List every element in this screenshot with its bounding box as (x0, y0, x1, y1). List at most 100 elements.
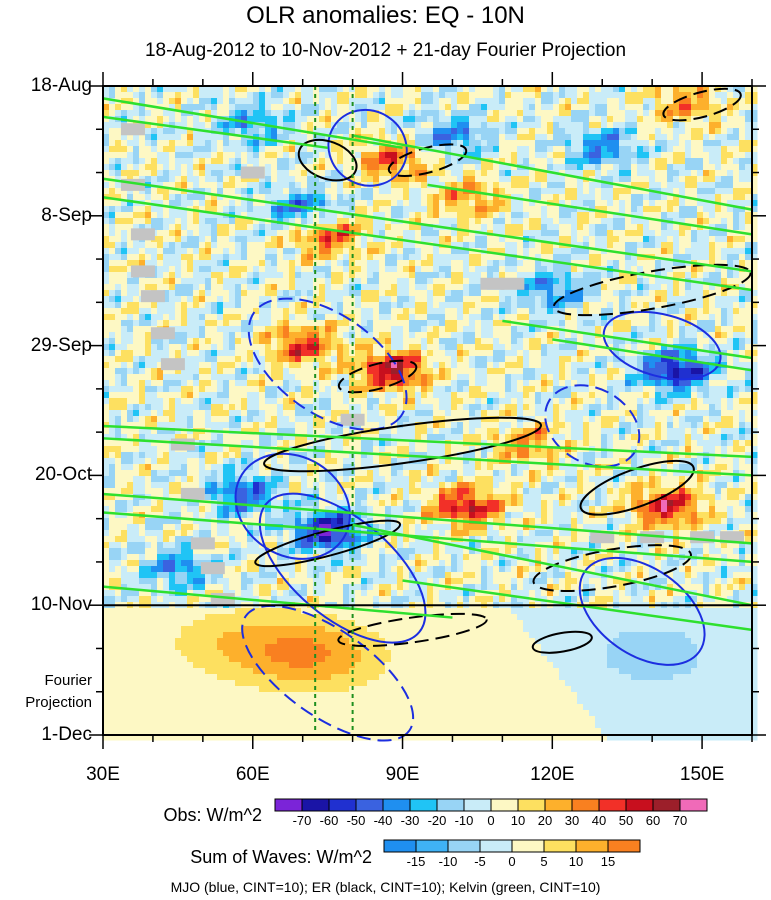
heatmap-cell (559, 320, 566, 327)
heatmap-cell (589, 164, 596, 171)
heatmap-cell (367, 248, 374, 255)
heatmap-cell (331, 98, 338, 105)
heatmap-cell (439, 332, 446, 339)
heatmap-cell (619, 134, 626, 141)
heatmap-cell (487, 104, 494, 111)
heatmap-cell (241, 158, 248, 165)
heatmap-cell (181, 86, 188, 93)
heatmap-cell (115, 308, 122, 315)
heatmap-cell (697, 110, 704, 117)
heatmap-cell (715, 188, 722, 195)
heatmap-cell (751, 332, 758, 339)
heatmap-cell (313, 170, 320, 177)
heatmap-cell (553, 116, 560, 123)
heatmap-cell (367, 188, 374, 195)
heatmap-cell (655, 284, 662, 291)
heatmap-cell (625, 194, 632, 201)
heatmap-cell (463, 122, 470, 129)
heatmap-cell (241, 338, 248, 345)
heatmap-cell (289, 302, 296, 309)
heatmap-cell (559, 200, 566, 207)
heatmap-cell (175, 134, 182, 141)
heatmap-cell (163, 242, 170, 249)
heatmap-cell (559, 188, 566, 195)
heatmap-cell (667, 308, 674, 315)
heatmap-cell (103, 122, 110, 129)
heatmap-cell (679, 272, 686, 279)
heatmap-cell (343, 242, 350, 249)
heatmap-cell (373, 176, 380, 183)
heatmap-cell (163, 170, 170, 177)
heatmap-cell (355, 302, 362, 309)
heatmap-cell (607, 104, 614, 111)
heatmap-cell (475, 350, 482, 357)
heatmap-cell (583, 188, 590, 195)
heatmap-cell (403, 260, 410, 267)
heatmap-cell (157, 350, 164, 357)
heatmap-cell (745, 152, 752, 159)
heatmap-cell (691, 254, 698, 261)
heatmap-cell (649, 134, 656, 141)
heatmap-cell (553, 128, 560, 135)
heatmap-cell (403, 332, 410, 339)
heatmap-cell (709, 326, 716, 333)
heatmap-cell (685, 284, 692, 291)
heatmap-cell (409, 116, 416, 123)
heatmap-cell (601, 236, 608, 243)
heatmap-cell (655, 320, 662, 327)
heatmap-cell (151, 212, 158, 219)
heatmap-cell (493, 356, 500, 363)
heatmap-cell (385, 242, 392, 249)
chart-title: OLR anomalies: EQ - 10N (246, 2, 525, 29)
heatmap-cell (619, 194, 626, 201)
heatmap-cell (463, 242, 470, 249)
heatmap-cell (523, 290, 530, 297)
heatmap-cell (505, 344, 512, 351)
heatmap-cell (115, 296, 122, 303)
heatmap-cell (289, 350, 296, 357)
heatmap-cell (661, 230, 668, 237)
heatmap-cell (631, 116, 638, 123)
heatmap-cell (565, 164, 572, 171)
heatmap-cell (745, 122, 752, 129)
heatmap-cell (631, 296, 638, 303)
heatmap-cell (229, 188, 236, 195)
heatmap-cell (313, 314, 320, 321)
heatmap-cell (697, 140, 704, 147)
heatmap-cell (235, 104, 242, 111)
heatmap-cell (541, 158, 548, 165)
heatmap-cell (637, 212, 644, 219)
heatmap-cell (241, 344, 248, 351)
heatmap-cell (475, 170, 482, 177)
heatmap-cell (283, 302, 290, 309)
heatmap-cell (367, 308, 374, 315)
heatmap-cell (625, 158, 632, 165)
heatmap-cell (121, 356, 128, 363)
heatmap-cell (595, 194, 602, 201)
heatmap-cell (265, 134, 272, 141)
heatmap-cell (385, 128, 392, 135)
heatmap-cell (247, 128, 254, 135)
heatmap-cell (751, 158, 758, 165)
heatmap-cell (163, 224, 170, 231)
heatmap-cell (703, 302, 710, 309)
heatmap-cell (439, 308, 446, 315)
heatmap-cell (241, 104, 248, 111)
heatmap-cell (733, 326, 740, 333)
heatmap-cell (733, 140, 740, 147)
heatmap-cell (247, 278, 254, 285)
heatmap-cell (331, 182, 338, 189)
heatmap-cell (307, 212, 314, 219)
heatmap-cell (205, 320, 212, 327)
heatmap-cell (313, 320, 320, 327)
heatmap-cell (547, 326, 554, 333)
heatmap-cell (541, 230, 548, 237)
heatmap-cell (253, 320, 260, 327)
heatmap-cell (649, 176, 656, 183)
heatmap-cell (391, 176, 398, 183)
heatmap-cell (139, 158, 146, 165)
heatmap-cell (343, 122, 350, 129)
heatmap-cell (247, 350, 254, 357)
heatmap-cell (679, 326, 686, 333)
heatmap-cell (385, 188, 392, 195)
